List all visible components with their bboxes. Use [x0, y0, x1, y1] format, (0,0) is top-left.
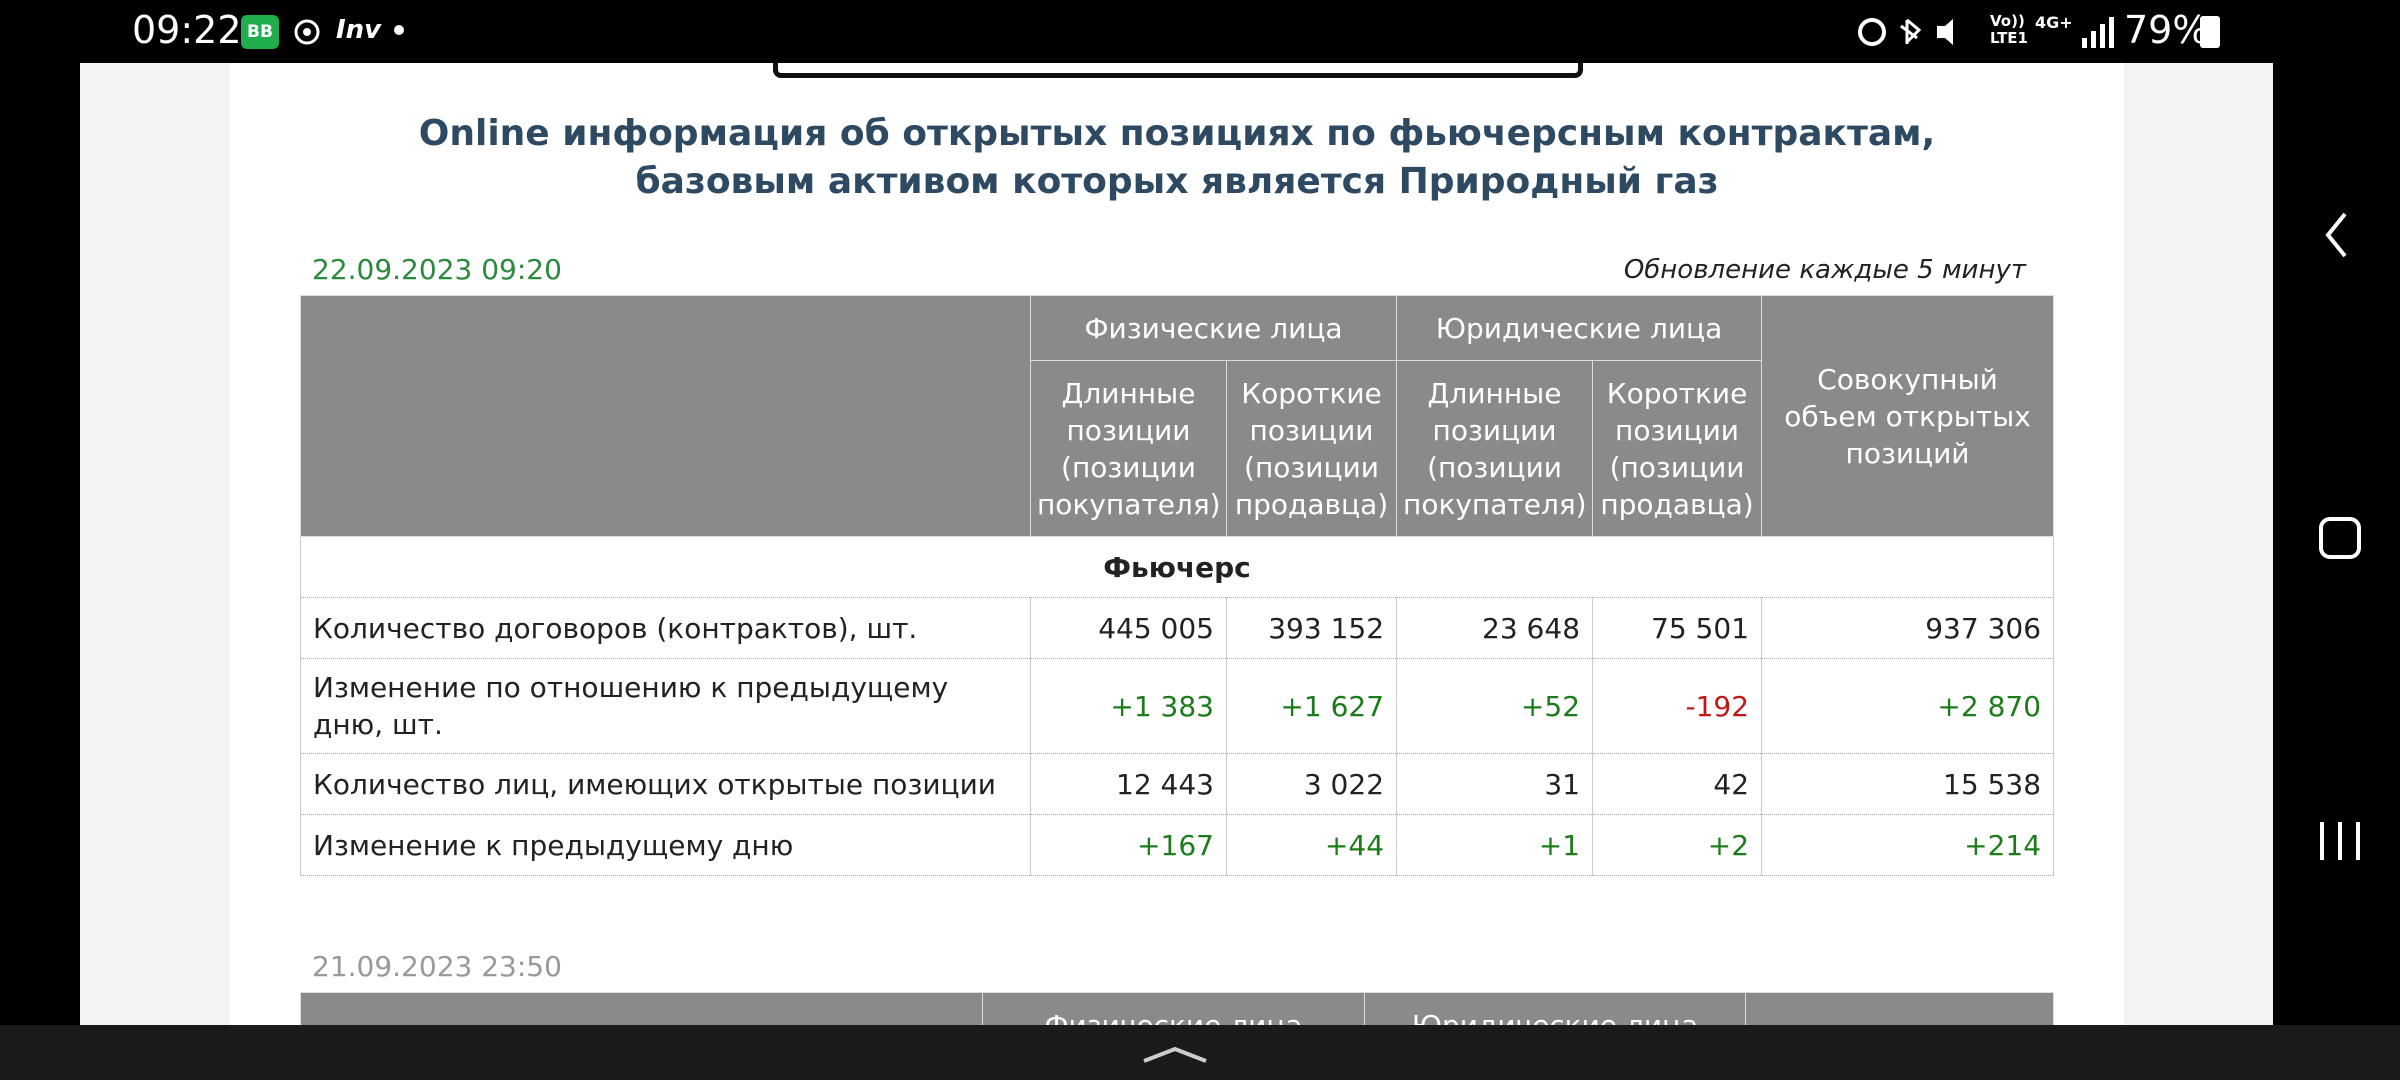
cell-value: 75 501: [1592, 597, 1763, 659]
system-icons: [1858, 18, 1953, 46]
table-row: Количество лиц, имеющих открытые позиции…: [300, 753, 2055, 815]
group-header: Физические лица: [982, 992, 1365, 1025]
cell-value: +44: [1225, 814, 1398, 876]
row-label: Количество лиц, имеющих открытые позиции: [300, 753, 1031, 815]
cell-value: +52: [1396, 658, 1594, 754]
dot: [394, 25, 404, 35]
nav-buttons: [2319, 212, 2361, 860]
table-row: Изменение по отношению к предыдущему дню…: [300, 658, 2055, 754]
app-badge: BB: [241, 15, 279, 49]
column-header: Длинные позиции (позиции покупателя): [1396, 360, 1594, 537]
search-box[interactable]: [773, 63, 1583, 78]
date: 22.09.2023 09:20: [312, 253, 562, 286]
date: 21.09.2023 23:50: [312, 950, 562, 983]
cell-value: +167: [1030, 814, 1227, 876]
web-content: Online информация об открытых позициях п…: [80, 63, 2273, 1025]
expand-handle[interactable]: [1140, 1045, 1210, 1065]
cell-value: 937 306: [1761, 597, 2055, 659]
home-button[interactable]: [2319, 517, 2361, 559]
recents-button[interactable]: [2320, 822, 2360, 860]
title-line: базовым активом которых является Природн…: [635, 161, 1719, 202]
app-label: Inv: [336, 15, 382, 45]
signal: [2082, 17, 2114, 48]
table-row: Изменение к предыдущему дню +167 +44 +1 +2 +2…: [300, 814, 2055, 876]
battery-text: 79%: [2124, 8, 2209, 52]
page-column: Online информация об открытых позициях п…: [230, 63, 2124, 1025]
cell-value: -192: [1592, 658, 1763, 754]
cell-value: 31: [1396, 753, 1594, 815]
time: 09:22: [132, 8, 242, 52]
cell-value: 445 005: [1030, 597, 1227, 659]
column-header: Короткие позиции (позиции продавца): [1225, 360, 1398, 537]
update-note: Обновление каждые 5 минут: [1623, 255, 2026, 285]
positions-table: Физические лица Юридические лица Совокуп…: [299, 295, 2055, 876]
cell-value: +1: [1396, 814, 1594, 876]
cell-value: 15 538: [1761, 753, 2055, 815]
cell-value: +214: [1761, 814, 2055, 876]
cell-value: 393 152: [1225, 597, 1398, 659]
volte-text: Vo)): [1990, 12, 2025, 30]
title-line: Online информация об открытых позициях п…: [418, 113, 1936, 154]
lte-text: LTE1: [1990, 29, 2028, 47]
battery-icon: [2200, 16, 2220, 48]
cell-value: +1 627: [1225, 658, 1398, 754]
cell-value: 42: [1592, 753, 1763, 815]
bottom-bar: [0, 1025, 2400, 1080]
cell-value: +2: [1592, 814, 1763, 876]
row-label: Изменение к предыдущему дню: [300, 814, 1031, 876]
table-row: Количество договоров (контрактов), шт. 44…: [300, 597, 2055, 659]
cell-value: 3 022: [1225, 753, 1398, 815]
total-header: Совокупный объем открытых позиций: [1761, 295, 2055, 537]
cell-value: +2 870: [1761, 658, 2055, 754]
corner-cell: [300, 992, 983, 1025]
section-header: Фьючерс: [299, 536, 2055, 598]
row-label: Количество договоров (контрактов), шт.: [300, 597, 1031, 659]
column-header: Длинные позиции (позиции покупателя): [1030, 360, 1227, 537]
group-header: Физические лица: [1029, 295, 1398, 361]
group-header: Юридические лица: [1396, 295, 1763, 361]
row-label: Изменение по отношению к предыдущему дню…: [300, 658, 1031, 754]
cell-value: 23 648: [1396, 597, 1594, 659]
positions-table: Физические лица Юридические лица: [300, 992, 2054, 1025]
app-icon: [294, 19, 320, 45]
status-bar: 09:22 BB Inv Vo)) LTE1 4G+ 79%: [0, 0, 2400, 63]
volte: Vo)) LTE1: [1990, 13, 2028, 47]
column-header: Короткие позиции (позиции продавца): [1592, 360, 1763, 537]
back-button[interactable]: [2325, 212, 2347, 258]
cell-value: 12 443: [1030, 753, 1227, 815]
cell-value: +1 383: [1030, 658, 1227, 754]
corner-cell: [300, 295, 1031, 537]
group-header: Юридические лица: [1364, 992, 1746, 1025]
total-header: [1745, 992, 2054, 1025]
network: 4G+: [2035, 13, 2073, 32]
